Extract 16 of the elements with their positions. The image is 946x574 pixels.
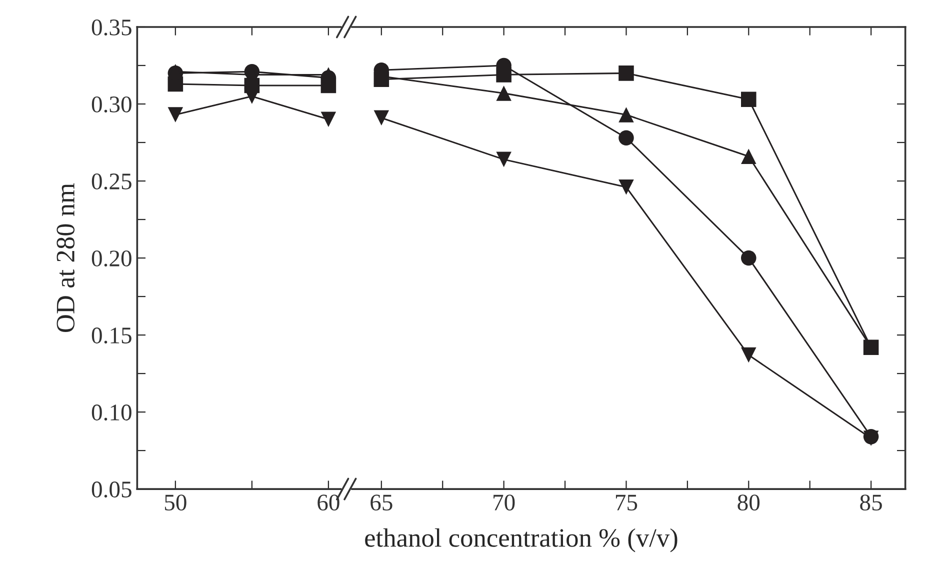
y-tick-label: 0.15 xyxy=(92,328,132,344)
x-tick-label: 85 xyxy=(860,494,882,511)
x-axis-title: ethanol concentration % (v/v) xyxy=(365,528,678,552)
y-tick-label: 0.20 xyxy=(92,250,132,267)
y-axis-title: OD at 280 nm xyxy=(56,183,75,332)
x-tick-label: 70 xyxy=(494,494,515,511)
y-tick-label: 0.30 xyxy=(92,96,132,113)
y-tick-label: 0.05 xyxy=(92,482,132,498)
x-tick-label: 80 xyxy=(738,494,760,511)
y-tick-label: 0.35 xyxy=(92,19,132,36)
x-tick-label: 65 xyxy=(370,494,392,511)
x-tick-label: 50 xyxy=(164,494,186,511)
x-tick-label: 60 xyxy=(318,494,340,511)
y-tick-label: 0.10 xyxy=(92,404,132,421)
x-tick-label: 75 xyxy=(616,494,638,511)
y-tick-label: 0.25 xyxy=(92,173,132,190)
